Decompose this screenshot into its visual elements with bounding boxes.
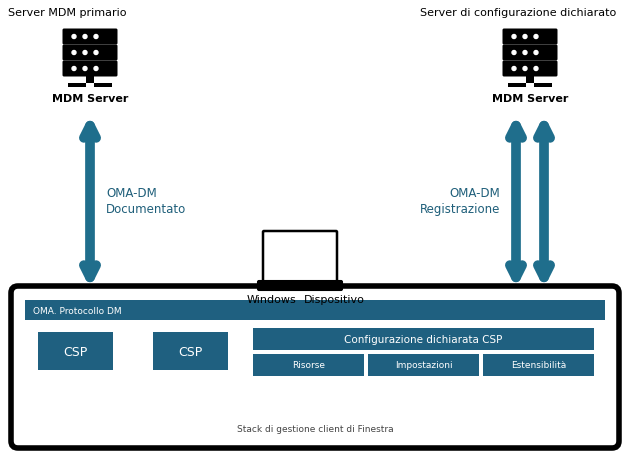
- Circle shape: [523, 51, 527, 55]
- FancyBboxPatch shape: [263, 231, 337, 283]
- Circle shape: [72, 51, 76, 55]
- Circle shape: [512, 66, 516, 70]
- Circle shape: [83, 51, 87, 55]
- Text: OMA-DM: OMA-DM: [449, 187, 500, 200]
- Bar: [68, 83, 86, 87]
- Bar: [508, 83, 526, 87]
- Bar: [38, 332, 113, 370]
- Circle shape: [534, 51, 538, 55]
- Text: MDM Server: MDM Server: [492, 94, 568, 104]
- FancyBboxPatch shape: [502, 28, 557, 45]
- Text: Stack di gestione client di Finestra: Stack di gestione client di Finestra: [236, 424, 393, 433]
- Text: Impostazioni: Impostazioni: [395, 362, 452, 371]
- Circle shape: [94, 66, 98, 70]
- FancyBboxPatch shape: [11, 286, 619, 448]
- FancyBboxPatch shape: [258, 281, 342, 290]
- Circle shape: [534, 66, 538, 70]
- Circle shape: [523, 66, 527, 70]
- FancyBboxPatch shape: [502, 45, 557, 60]
- Bar: [483, 354, 594, 376]
- Circle shape: [72, 34, 76, 38]
- Text: OMA-DM: OMA-DM: [106, 187, 157, 200]
- Bar: [526, 75, 534, 83]
- FancyBboxPatch shape: [62, 45, 117, 60]
- Circle shape: [512, 34, 516, 38]
- Text: Risorse: Risorse: [292, 362, 325, 371]
- Text: Windows: Windows: [246, 295, 296, 305]
- Text: Registrazione: Registrazione: [419, 203, 500, 216]
- Text: CSP: CSP: [64, 345, 87, 359]
- Circle shape: [512, 51, 516, 55]
- Text: Server di configurazione dichiarato: Server di configurazione dichiarato: [420, 8, 616, 18]
- Text: Dispositivo: Dispositivo: [304, 295, 365, 305]
- Text: OMA. Protocollo DM: OMA. Protocollo DM: [33, 307, 122, 316]
- Text: Server MDM primario: Server MDM primario: [8, 8, 127, 18]
- Text: Estensibilità: Estensibilità: [511, 362, 566, 371]
- Bar: [153, 332, 228, 370]
- FancyBboxPatch shape: [502, 60, 557, 77]
- Bar: [534, 83, 552, 87]
- Bar: [25, 300, 605, 320]
- Circle shape: [83, 34, 87, 38]
- Bar: [268, 236, 332, 278]
- Bar: [253, 328, 594, 350]
- Circle shape: [94, 34, 98, 38]
- Circle shape: [534, 34, 538, 38]
- FancyBboxPatch shape: [62, 60, 117, 77]
- Bar: [253, 354, 364, 376]
- Bar: [86, 75, 94, 83]
- Circle shape: [523, 34, 527, 38]
- Circle shape: [94, 51, 98, 55]
- Bar: [368, 354, 479, 376]
- Text: CSP: CSP: [178, 345, 203, 359]
- Text: MDM Server: MDM Server: [52, 94, 128, 104]
- Text: Configurazione dichiarata CSP: Configurazione dichiarata CSP: [344, 335, 503, 345]
- Bar: [94, 83, 112, 87]
- Circle shape: [72, 66, 76, 70]
- FancyBboxPatch shape: [62, 28, 117, 45]
- Circle shape: [83, 66, 87, 70]
- Text: Documentato: Documentato: [106, 203, 186, 216]
